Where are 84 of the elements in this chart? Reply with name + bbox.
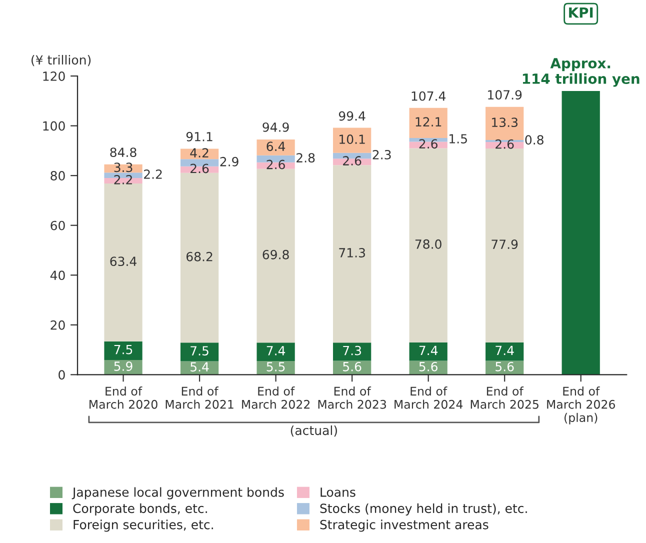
bar — [104, 341, 142, 360]
data-label: 2.6 — [343, 156, 362, 166]
data-label: 7.4 — [419, 346, 438, 355]
y-tick-label: 100 — [43, 121, 65, 131]
data-label: 5.4 — [190, 362, 209, 372]
bar — [256, 342, 295, 361]
data-label: 6.4 — [266, 142, 286, 152]
data-label: 12.1 — [416, 117, 442, 126]
bar — [409, 148, 448, 342]
text: (actual) — [290, 425, 337, 437]
data-label: 2.2 — [144, 169, 162, 179]
y-tick-label: 40 — [50, 270, 65, 280]
bar — [256, 168, 295, 343]
data-label: 5.6 — [496, 362, 514, 372]
annotation: 94.9 — [262, 122, 289, 132]
bar — [409, 342, 448, 361]
x-tick-label: End of March 2023 — [318, 386, 386, 409]
legend-label: Corporate bonds, etc. — [73, 503, 207, 516]
x-tick-label: End of March 2020 — [90, 386, 158, 409]
bar — [333, 128, 372, 153]
y-tick-label: 20 — [50, 320, 65, 330]
data-label: 71.3 — [339, 248, 365, 258]
y-axis-title: (¥ trillion) — [32, 54, 91, 66]
x-tick-label: End of March 2026 (plan) — [547, 386, 616, 424]
data-label: 7.5 — [190, 346, 208, 356]
bar — [180, 148, 219, 160]
data-label: 0.8 — [525, 135, 544, 145]
data-label: 2.9 — [220, 156, 238, 166]
bar — [180, 342, 219, 362]
data-label: 2.6 — [266, 160, 285, 170]
data-label: 7.3 — [343, 346, 362, 356]
x-tick-label: End of March 2022 — [242, 386, 310, 409]
data-label: 5.6 — [419, 362, 438, 372]
data-label: 5.9 — [114, 362, 132, 371]
y-tick-label: 60 — [50, 220, 65, 230]
bar — [486, 148, 524, 342]
annotation: 99.4 — [338, 111, 366, 121]
x-tick-label: End of March 2024 — [394, 386, 463, 409]
data-label: 77.9 — [492, 240, 518, 250]
data-label: 2.3 — [372, 150, 391, 160]
legend-label: Foreign securities, etc. — [74, 520, 213, 532]
data-label: 13.3 — [492, 118, 518, 128]
data-label: 2.6 — [419, 139, 438, 149]
y-tick-label: 0 — [58, 370, 65, 380]
legend-label: Strategic investment areas — [320, 520, 488, 532]
bar — [333, 342, 372, 361]
text: KPI — [569, 7, 593, 18]
annotation: 107.4 — [412, 91, 446, 101]
data-label: 7.4 — [266, 346, 286, 356]
legend-label: Japanese local government bonds — [72, 487, 284, 500]
data-label: 63.4 — [110, 256, 136, 266]
x-tick-label: End of March 2025 — [470, 386, 538, 409]
y-tick-label: 80 — [50, 171, 65, 180]
data-label: 1.5 — [450, 134, 467, 144]
data-label: 2.8 — [296, 153, 315, 163]
data-label: 69.8 — [262, 250, 289, 260]
legend-label: Loans — [320, 488, 356, 497]
data-label: 5.5 — [266, 362, 285, 372]
data-label: 78.0 — [415, 239, 442, 249]
annotation: 91.1 — [186, 132, 212, 142]
legend-label: Stocks (money held in trust), etc. — [320, 503, 527, 516]
bar — [486, 106, 524, 140]
bar — [409, 108, 448, 138]
x-tick-label: End of March 2021 — [166, 386, 234, 409]
bar — [180, 172, 219, 343]
bar — [256, 139, 295, 156]
data-label: 68.2 — [186, 252, 212, 262]
data-label: 2.6 — [496, 139, 514, 149]
data-label: 2.2 — [114, 174, 132, 184]
annotation: 84.8 — [110, 148, 136, 158]
bar — [486, 342, 524, 361]
data-label: 4.2 — [190, 148, 208, 158]
data-label: 5.6 — [343, 362, 362, 372]
data-label: 7.4 — [496, 346, 514, 355]
annotation: 107.9 — [488, 90, 522, 100]
bar — [562, 90, 600, 375]
y-tick-label: 120 — [43, 71, 65, 81]
data-label: 2.6 — [190, 164, 209, 174]
data-label: 10.1 — [340, 134, 365, 144]
data-label: 3.3 — [114, 162, 132, 172]
data-label: 7.5 — [114, 344, 132, 354]
bar — [333, 165, 372, 343]
annotation: Approx. 114 trillion yen — [522, 58, 640, 87]
bar — [104, 184, 142, 342]
